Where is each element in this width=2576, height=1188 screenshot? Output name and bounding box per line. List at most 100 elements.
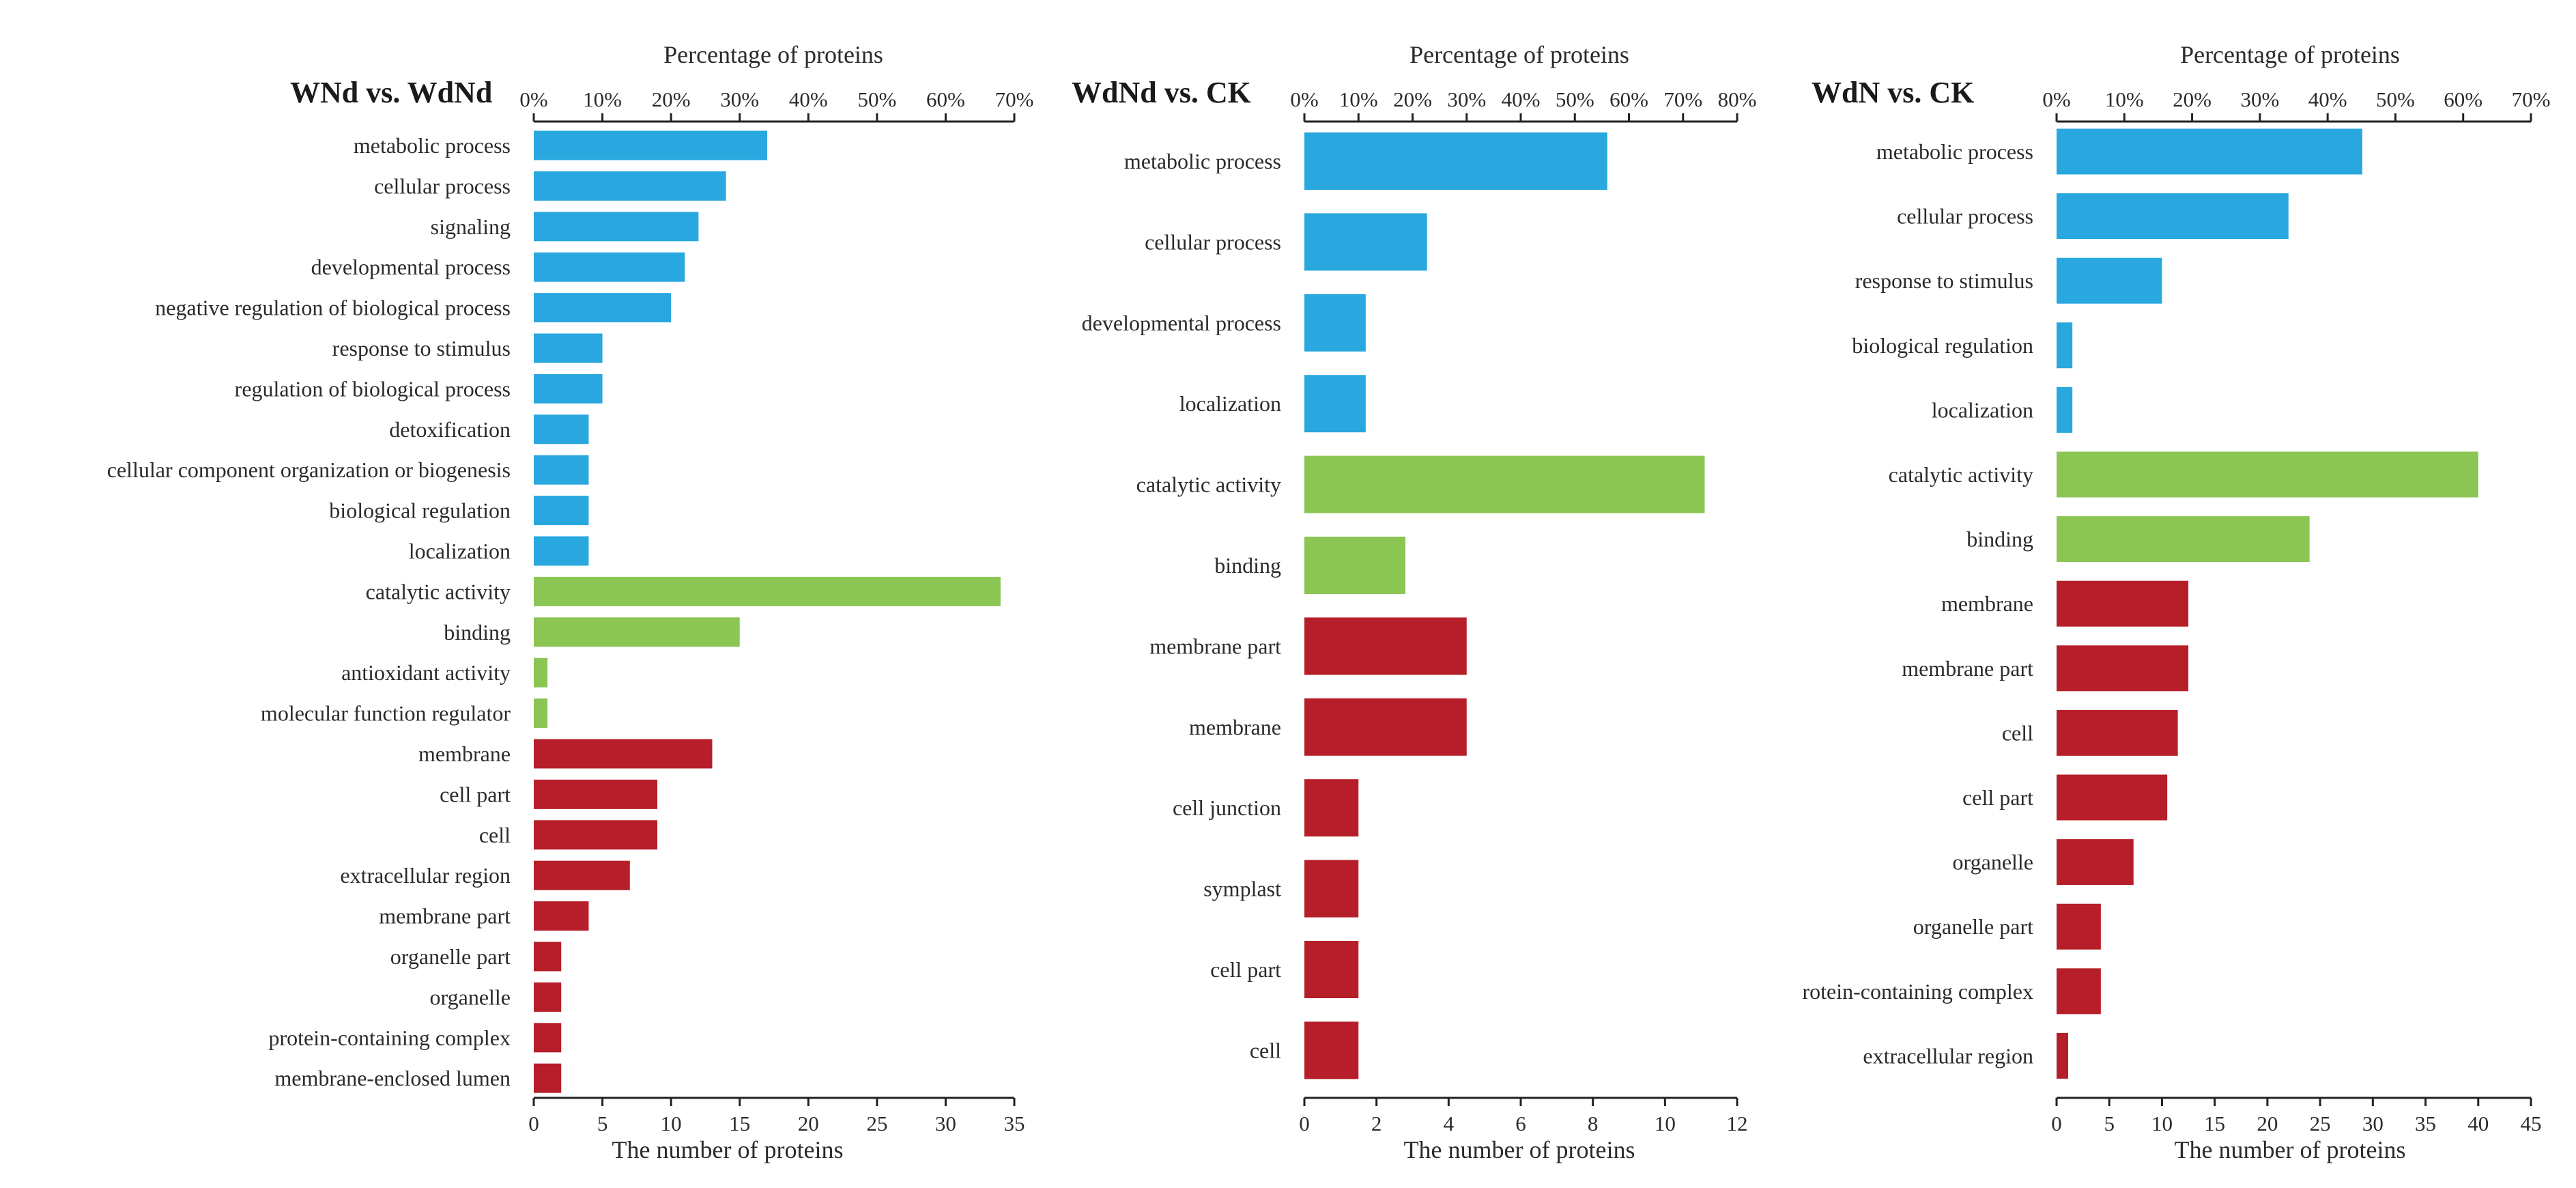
top-tick-label: 0%	[2042, 87, 2070, 111]
category-label: detoxification	[389, 417, 511, 442]
bar-cell	[1304, 1021, 1359, 1079]
bottom-tick-label: 15	[729, 1112, 750, 1135]
category-label: extracellular region	[1863, 1043, 2033, 1068]
category-label: response to stimulus	[1855, 268, 2033, 293]
bottom-tick-label: 25	[2310, 1112, 2331, 1135]
bar-localization	[2057, 386, 2073, 433]
category-label: cell	[479, 823, 511, 847]
category-label: membrane part	[379, 904, 511, 929]
category-label: catalytic activity	[366, 579, 511, 604]
category-label: molecular function regulator	[261, 701, 511, 726]
bottom-tick-label: 10	[1655, 1112, 1676, 1135]
bar-protein-containing-complex	[534, 1023, 562, 1053]
bar-extracellular-region	[534, 860, 630, 890]
top-tick-label: 80%	[1718, 87, 1757, 111]
bottom-tick-label: 8	[1588, 1112, 1599, 1135]
bottom-tick-label: 12	[1727, 1112, 1748, 1135]
top-tick-label: 50%	[2376, 87, 2415, 111]
bar-antioxidant-activity	[534, 657, 548, 688]
category-label: catalytic activity	[1136, 472, 1281, 497]
bar-detoxification	[534, 414, 589, 444]
bar-cellular-process	[1304, 213, 1427, 271]
bottom-tick-label: 0	[2051, 1112, 2062, 1135]
bar-symplast	[1304, 860, 1359, 918]
category-label: protein-containing complex	[268, 1026, 511, 1050]
bar-response-to-stimulus	[2057, 257, 2162, 304]
category-label: organelle part	[390, 944, 511, 969]
chart-panel-1: WNd vs. WdNd Percentage of proteins The nu…	[107, 41, 1034, 1163]
top-tick-label: 70%	[995, 87, 1034, 111]
bottom-axis-title: The number of proteins	[612, 1136, 844, 1163]
top-axis-title: Percentage of proteins	[2180, 41, 2400, 68]
bottom-tick-label: 0	[1299, 1112, 1310, 1135]
bar-metabolic-process	[1304, 132, 1607, 190]
category-label: localization	[1932, 397, 2033, 422]
bar-cell-part	[534, 779, 658, 809]
bottom-tick-label: 10	[2151, 1112, 2173, 1135]
bar-membrane-enclosed-lumen	[534, 1063, 562, 1093]
bar-membrane-part	[2057, 645, 2189, 692]
bar-developmental-process	[534, 252, 685, 282]
top-tick-label: 60%	[926, 87, 965, 111]
bar-cell-part	[1304, 941, 1359, 998]
category-label: membrane part	[1902, 656, 2033, 681]
bottom-tick-label: 5	[597, 1112, 608, 1135]
bottom-tick-label: 35	[1004, 1112, 1025, 1135]
bar-rotein-containing-complex	[2057, 968, 2101, 1015]
bar-catalytic-activity	[2057, 451, 2478, 498]
category-label: symplast	[1203, 877, 1281, 901]
category-label: response to stimulus	[332, 336, 511, 360]
category-label: organelle part	[1913, 914, 2033, 939]
category-label: developmental process	[311, 255, 511, 279]
category-label: cell	[2002, 720, 2033, 745]
category-label: signaling	[431, 214, 511, 239]
category-label: cell	[1250, 1038, 1281, 1062]
category-label: biological regulation	[329, 498, 511, 523]
category-label: localization	[1179, 391, 1281, 416]
bar-cell-junction	[1304, 779, 1359, 837]
bar-cellular-component-organization-or-biogenesis	[534, 455, 589, 485]
bar-biological-regulation	[534, 496, 589, 526]
category-label: biological regulation	[1852, 333, 2033, 358]
category-label: cellular process	[1145, 229, 1281, 254]
bar-catalytic-activity	[1304, 455, 1705, 513]
bottom-tick-label: 10	[661, 1112, 682, 1135]
top-tick-label: 70%	[1663, 87, 1702, 111]
top-tick-label: 10%	[2105, 87, 2144, 111]
bottom-axis-title: The number of proteins	[1404, 1136, 1635, 1163]
top-tick-label: 70%	[2512, 87, 2551, 111]
panel-title: WNd vs. WdNd	[290, 76, 492, 109]
category-label: membrane	[1941, 591, 2033, 616]
bar-cellular-process	[534, 171, 726, 201]
bar-organelle-part	[2057, 903, 2101, 950]
category-label: developmental process	[1082, 311, 1281, 335]
bar-cellular-process	[2057, 193, 2289, 240]
chart-panel-2: WdNd vs. CK Percentage of proteins The num…	[1072, 41, 1756, 1163]
bar-cell-part	[2057, 774, 2168, 821]
top-axis-title: Percentage of proteins	[1409, 41, 1629, 68]
bottom-tick-label: 25	[866, 1112, 887, 1135]
category-label: catalytic activity	[1889, 462, 2033, 487]
top-tick-label: 30%	[720, 87, 759, 111]
bar-molecular-function-regulator	[534, 698, 548, 729]
category-label: cell junction	[1173, 795, 1281, 820]
bar-extracellular-region	[2057, 1032, 2068, 1079]
category-label: membrane	[418, 741, 511, 766]
category-label: membrane-enclosed lumen	[274, 1066, 511, 1090]
bar-binding	[534, 617, 740, 647]
top-tick-label: 50%	[1556, 87, 1594, 111]
bar-membrane	[534, 739, 713, 769]
bar-binding	[2057, 516, 2310, 563]
bottom-tick-label: 2	[1371, 1112, 1382, 1135]
top-tick-label: 0%	[519, 87, 547, 111]
bottom-tick-label: 6	[1515, 1112, 1526, 1135]
category-label: cell part	[440, 782, 511, 806]
bottom-tick-label: 40	[2467, 1112, 2489, 1135]
category-label: cellular process	[374, 173, 511, 198]
category-label: localization	[409, 539, 511, 563]
bottom-tick-label: 20	[798, 1112, 819, 1135]
bar-membrane	[1304, 698, 1467, 756]
top-tick-label: 20%	[1393, 87, 1432, 111]
category-label: cellular process	[1897, 204, 2033, 229]
bar-catalytic-activity	[534, 576, 1001, 606]
